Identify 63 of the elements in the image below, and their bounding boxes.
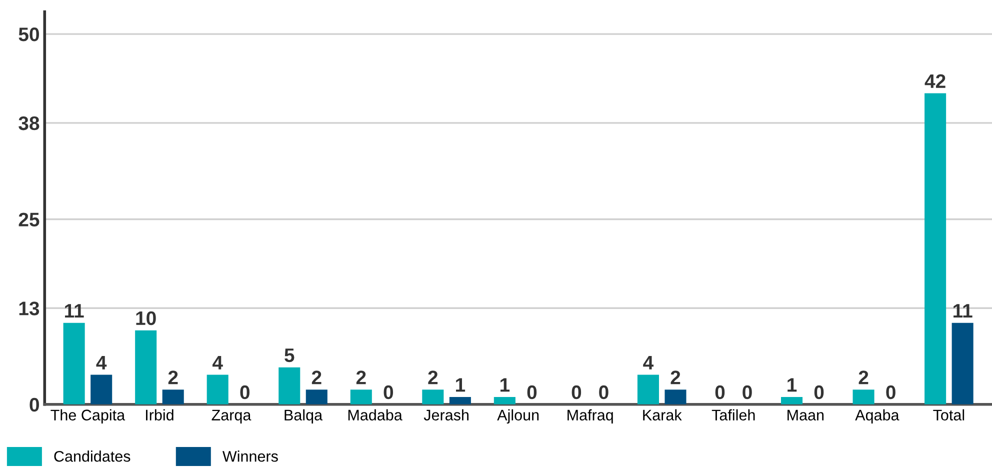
data-label: 4 <box>96 356 107 370</box>
x-tick-label: Aqaba <box>855 409 900 424</box>
data-label: 2 <box>858 370 868 384</box>
y-tick-label: 13 <box>19 302 40 316</box>
data-label: 4 <box>212 356 223 370</box>
bar <box>63 322 85 404</box>
y-tick-label: 25 <box>18 212 40 226</box>
y-tick-label: 0 <box>30 398 39 412</box>
bar <box>952 322 974 404</box>
data-label: 0 <box>527 385 537 400</box>
bar <box>664 390 686 404</box>
y-tick-label: 38 <box>18 116 40 130</box>
data-label: 2 <box>428 370 438 384</box>
bar <box>90 374 112 404</box>
data-label: 0 <box>742 385 752 400</box>
x-tick-label: Mafraq <box>568 409 613 424</box>
data-label: 1 <box>500 378 510 392</box>
bar <box>852 390 874 404</box>
data-label: 2 <box>670 370 680 384</box>
bar <box>306 390 328 404</box>
y-tick-label: 50 <box>18 28 39 42</box>
bar <box>780 397 803 404</box>
data-label: 1 <box>788 378 797 392</box>
x-tick-label: Total <box>933 409 964 420</box>
data-label: 0 <box>814 385 824 400</box>
bar <box>924 93 946 404</box>
data-label: 0 <box>572 385 582 400</box>
bar <box>422 390 444 404</box>
x-tick-label: Zarqa <box>212 410 252 424</box>
data-label: 0 <box>886 385 896 400</box>
data-label: 4 <box>643 356 654 370</box>
data-label: 42 <box>924 74 946 88</box>
bar <box>278 367 300 404</box>
bar <box>135 330 157 404</box>
legend-label: Candidates <box>54 450 130 462</box>
bar <box>162 390 184 404</box>
x-tick-label: Irbid <box>146 409 174 420</box>
x-tick-label: Karak <box>643 409 682 420</box>
x-tick-label: Maan <box>788 410 824 420</box>
bar <box>449 397 471 404</box>
legend-label: Winners <box>222 450 278 462</box>
data-label: 2 <box>356 370 366 384</box>
data-label: 0 <box>599 385 608 400</box>
x-tick-label: Madaba <box>348 409 402 420</box>
data-label: 0 <box>240 385 250 400</box>
x-tick-label: Jerash <box>424 409 468 420</box>
x-tick-label: Balqa <box>284 409 323 424</box>
data-label: 5 <box>284 348 294 362</box>
bar <box>494 397 516 404</box>
data-label: 1 <box>456 378 466 392</box>
bar <box>350 390 372 404</box>
data-label: 11 <box>65 304 84 318</box>
x-tick-label: The Capita <box>50 409 126 424</box>
x-tick-label: Tafileh <box>712 409 755 420</box>
x-tick-label: Ajloun <box>497 409 539 424</box>
data-label: 0 <box>715 385 725 400</box>
data-label: 0 <box>384 385 394 400</box>
data-label: 2 <box>168 370 178 384</box>
bar <box>637 374 659 404</box>
data-label: 11 <box>954 304 972 318</box>
data-label: 2 <box>312 370 322 384</box>
bar <box>206 374 228 404</box>
data-label: 10 <box>136 311 156 326</box>
